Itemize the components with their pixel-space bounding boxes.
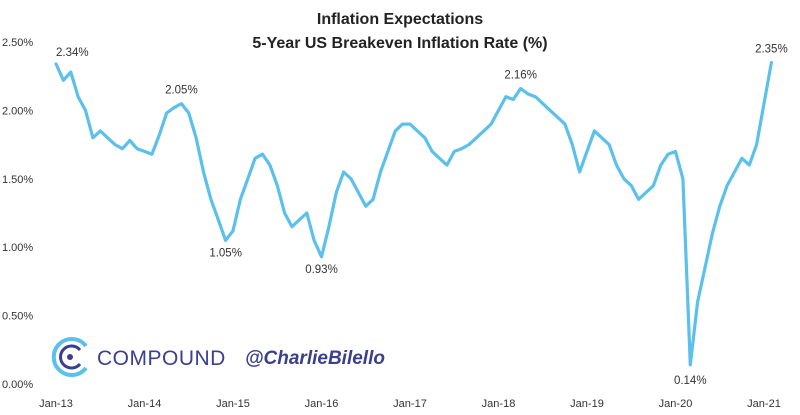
x-tick-label: Jan-17 <box>393 398 427 410</box>
annotation-label: 0.93% <box>305 264 338 276</box>
annotation-label: 2.05% <box>165 85 198 97</box>
annotation-label: 2.16% <box>504 70 537 82</box>
x-tick-label: Jan-13 <box>39 398 73 410</box>
annotation-label: 2.35% <box>755 44 788 56</box>
x-tick-label: Jan-18 <box>482 398 516 410</box>
watermark: COMPOUND @CharlieBilello <box>51 337 385 377</box>
x-tick-label: Jan-19 <box>570 398 604 410</box>
y-tick-label: 0.00% <box>2 379 33 391</box>
brand-name: COMPOUND <box>97 347 226 370</box>
x-tick-label: Jan-21 <box>747 398 781 410</box>
author-handle: @CharlieBilello <box>245 348 385 369</box>
series-line-breakeven <box>54 60 774 367</box>
chart-title: Inflation Expectations <box>317 11 483 28</box>
y-tick-label: 2.50% <box>2 37 33 49</box>
y-tick-label: 0.50% <box>2 311 33 323</box>
x-tick-label: Jan-14 <box>128 398 162 410</box>
compound-c-logo-icon <box>51 337 88 377</box>
y-tick-label: 1.00% <box>2 242 33 254</box>
x-tick-label: Jan-20 <box>659 398 693 410</box>
y-tick-label: 2.00% <box>2 105 33 117</box>
x-tick-label: Jan-16 <box>305 398 339 410</box>
value-annotations: 2.34% 2.05% 1.05% 0.93% 2.16% 0.14% 2.35% <box>56 44 788 387</box>
annotation-label: 2.34% <box>56 47 89 59</box>
x-axis-tick-labels: Jan-13 Jan-14 Jan-15 Jan-16 Jan-17 Jan-18 Jan-… <box>39 398 781 410</box>
annotation-label: 0.14% <box>674 375 707 387</box>
y-axis-tick-labels: 0.00% 0.50% 1.00% 1.50% 2.00% 2.50% <box>2 37 33 391</box>
annotation-label: 1.05% <box>209 247 242 259</box>
chart-subtitle: 5-Year US Breakeven Inflation Rate (%) <box>252 35 547 52</box>
x-tick-label: Jan-15 <box>216 398 250 410</box>
y-tick-label: 1.50% <box>2 174 33 186</box>
